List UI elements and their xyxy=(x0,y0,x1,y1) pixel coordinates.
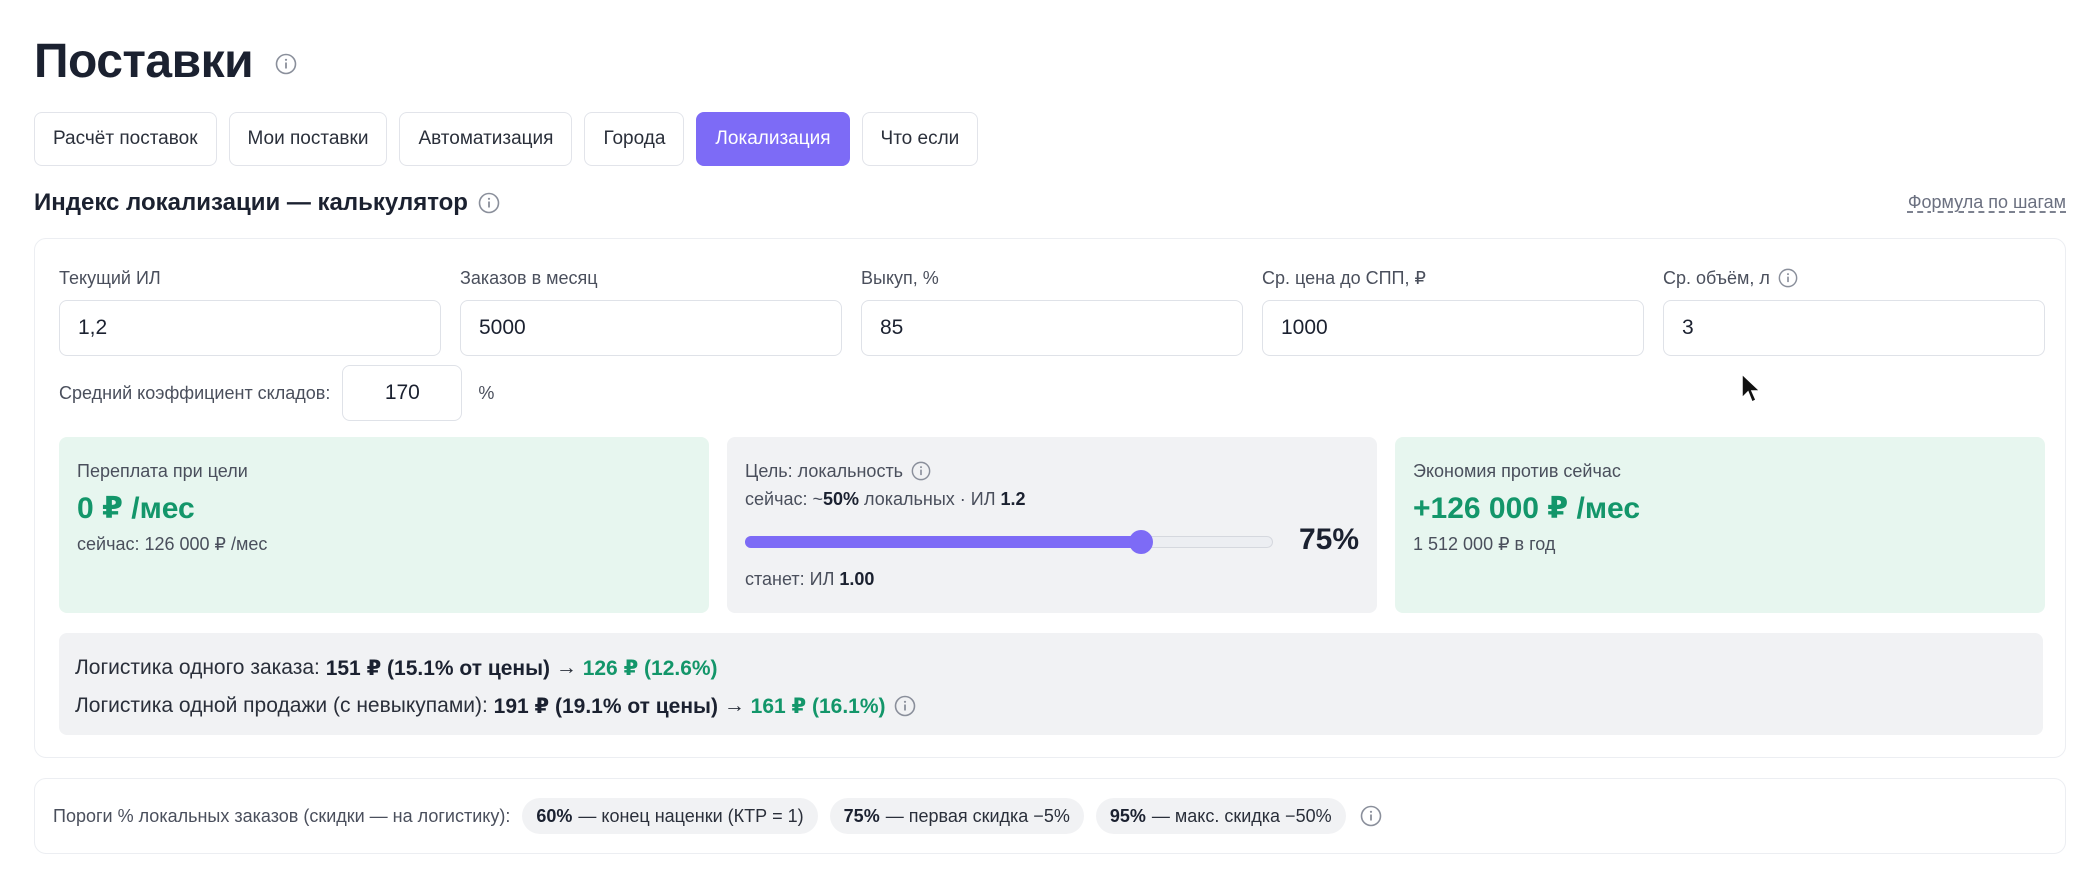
input-fields: Текущий ИЛ 1,2 Заказов в месяц 5000 Выку… xyxy=(59,266,2045,356)
savings-label-text: Экономия против сейчас xyxy=(1413,460,1621,481)
page-title: Поставки xyxy=(34,35,254,88)
field-label: Текущий ИЛ xyxy=(59,266,441,290)
thresholds-bar: Пороги % локальных заказов (скидки — на … xyxy=(34,778,2066,854)
overpay-label-text: Переплата при цели xyxy=(77,460,248,481)
target-label-text: Цель: локальность xyxy=(745,460,904,481)
target-panel: Цель: локальность сейчас: ~50% локальных… xyxy=(727,437,1377,613)
thresholds-label: Пороги % локальных заказов (скидки — на … xyxy=(53,805,511,826)
tab-localization[interactable]: Локализация xyxy=(696,112,850,166)
field-label: Выкуп, % xyxy=(861,266,1243,290)
mouse-pointer-icon xyxy=(1740,372,1762,409)
overpay-label: Переплата при цели xyxy=(77,459,691,483)
overpay-value: 0 ₽ /мес xyxy=(77,492,195,525)
tab-supply-calc[interactable]: Расчёт поставок xyxy=(34,112,217,166)
section-header: Индекс локализации — калькулятор Формула… xyxy=(34,186,2066,220)
now-mid: локальных · ИЛ xyxy=(859,489,1001,509)
sale-target: 161 ₽ (16.1%) xyxy=(750,694,886,718)
savings-sub: 1 512 000 ₽ в год xyxy=(1413,534,1556,554)
now-pct: 50% xyxy=(822,489,859,509)
order-target: 126 ₽ (12.6%) xyxy=(582,656,718,680)
will-il: 1.00 xyxy=(839,569,875,589)
arrow: → xyxy=(550,656,583,679)
logistics-order-line: Логистика одного заказа: 151 ₽ (15.1% от… xyxy=(75,649,2027,687)
info-icon[interactable] xyxy=(478,192,500,214)
slider-value: 75% xyxy=(1298,523,1359,556)
chip-text: — конец наценки (КТР = 1) xyxy=(578,805,804,826)
overpay-panel: Переплата при цели 0 ₽ /мес сейчас: 126 … xyxy=(59,437,709,613)
sale-current: 191 ₽ (19.1% от цены) xyxy=(493,694,718,718)
locality-slider: 75% xyxy=(745,523,1359,557)
sale-prefix: Логистика одной продажи (с невыкупами): xyxy=(75,694,494,717)
tab-bar: Расчёт поставок Мои поставки Автоматизац… xyxy=(34,112,979,166)
field-label: Ср. объём, л xyxy=(1663,266,2045,290)
tab-what-if[interactable]: Что если xyxy=(861,112,979,166)
order-prefix: Логистика одного заказа: xyxy=(75,656,326,679)
field-buyout: Выкуп, % 85 xyxy=(861,266,1243,356)
order-current: 151 ₽ (15.1% от цены) xyxy=(325,656,551,680)
slider-fill xyxy=(745,536,1141,548)
target-il: станет: ИЛ 1.00 xyxy=(745,569,874,590)
calculator-card: Текущий ИЛ 1,2 Заказов в месяц 5000 Выку… xyxy=(34,238,2066,758)
chip-pct: 75% xyxy=(843,805,880,826)
tab-my-supplies[interactable]: Мои поставки xyxy=(228,112,388,166)
info-icon[interactable] xyxy=(894,695,916,717)
threshold-chip: 75% — первая скидка −5% xyxy=(829,798,1084,834)
tab-automation[interactable]: Автоматизация xyxy=(399,112,573,166)
arrow: → xyxy=(717,694,751,717)
chip-pct: 95% xyxy=(1109,805,1146,826)
avg-volume-input[interactable]: 3 xyxy=(1663,300,2045,356)
formula-link[interactable]: Формула по шагам xyxy=(1907,192,2066,212)
coef-input[interactable]: 170 xyxy=(342,365,463,421)
info-icon[interactable] xyxy=(1778,268,1798,288)
chip-text: — макс. скидка −50% xyxy=(1151,805,1332,826)
field-label-text: Ср. цена до СПП, ₽ xyxy=(1262,267,1426,288)
overpay-sub: сейчас: 126 000 ₽ /мес xyxy=(77,534,268,554)
info-icon[interactable] xyxy=(911,461,931,481)
field-label-text: Ср. объём, л xyxy=(1663,267,1770,288)
info-icon[interactable] xyxy=(1360,805,1382,827)
chip-pct: 60% xyxy=(536,805,573,826)
field-avg-price: Ср. цена до СПП, ₽ 1000 xyxy=(1262,266,1644,356)
field-orders-per-month: Заказов в месяц 5000 xyxy=(460,266,842,356)
now-prefix: сейчас: ~ xyxy=(745,489,823,509)
current-il-input[interactable]: 1,2 xyxy=(59,300,441,356)
page-header: Поставки xyxy=(34,34,297,89)
field-label: Ср. цена до СПП, ₽ xyxy=(1262,266,1644,290)
tab-cities[interactable]: Города xyxy=(584,112,685,166)
field-avg-volume: Ср. объём, л 3 xyxy=(1663,266,2045,356)
field-label: Заказов в месяц xyxy=(460,266,842,290)
savings-panel: Экономия против сейчас +126 000 ₽ /мес 1… xyxy=(1395,437,2045,613)
field-label-text: Выкуп, % xyxy=(861,267,939,288)
coef-label: Средний коэффициент складов: xyxy=(59,382,331,403)
logistics-sale-line: Логистика одной продажи (с невыкупами): … xyxy=(75,687,2027,725)
avg-price-input[interactable]: 1000 xyxy=(1262,300,1644,356)
current-locality: сейчас: ~50% локальных · ИЛ 1.2 xyxy=(745,489,1359,510)
section-title: Индекс локализации — калькулятор xyxy=(34,189,468,216)
orders-per-month-input[interactable]: 5000 xyxy=(460,300,842,356)
info-icon[interactable] xyxy=(275,53,297,75)
chip-text: — первая скидка −5% xyxy=(885,805,1070,826)
now-il: 1.2 xyxy=(1000,489,1026,509)
will-prefix: станет: ИЛ xyxy=(745,569,840,589)
threshold-chip: 60% — конец наценки (КТР = 1) xyxy=(522,798,818,834)
warehouse-coef-row: Средний коэффициент складов: 170 % xyxy=(59,365,494,421)
slider-thumb[interactable] xyxy=(1129,530,1153,554)
savings-label: Экономия против сейчас xyxy=(1413,459,2027,483)
field-label-text: Заказов в месяц xyxy=(460,267,598,288)
coef-unit: % xyxy=(478,382,495,403)
savings-value: +126 000 ₽ /мес xyxy=(1413,492,1641,525)
field-current-il: Текущий ИЛ 1,2 xyxy=(59,266,441,356)
target-label: Цель: локальность xyxy=(745,459,1359,483)
field-label-text: Текущий ИЛ xyxy=(59,267,161,288)
buyout-input[interactable]: 85 xyxy=(861,300,1243,356)
threshold-chip: 95% — макс. скидка −50% xyxy=(1095,798,1346,834)
logistics-summary: Логистика одного заказа: 151 ₽ (15.1% от… xyxy=(59,633,2043,735)
